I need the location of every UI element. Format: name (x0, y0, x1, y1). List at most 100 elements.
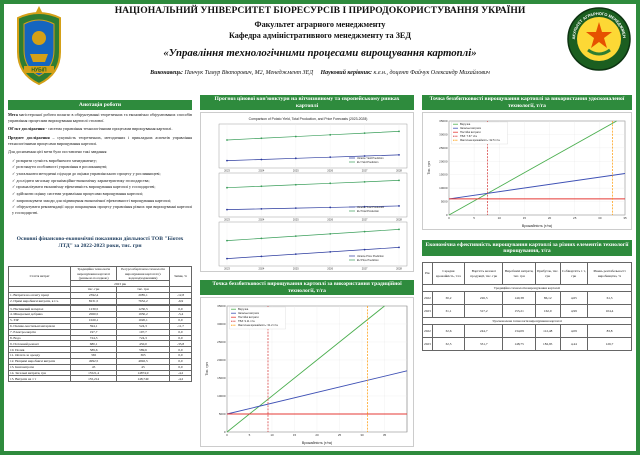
y-tick-label: 20000 (439, 159, 448, 163)
total-costs-line (448, 173, 626, 200)
forecast-chart: Comparison of Potato Yield, Total Produc… (200, 112, 414, 272)
y-tick-label: 15000 (217, 376, 226, 380)
col-item-header: Стаття витрат (7, 265, 72, 288)
table-cell: 86,12 (534, 291, 561, 305)
forecast-point (363, 180, 366, 183)
forecast-point (398, 228, 400, 231)
task-item: розглянути особливості управління в росл… (12, 164, 192, 170)
table-cell: 331,7 (464, 337, 504, 351)
x-tick-label: 35 (383, 433, 387, 437)
tasks-intro: Для досягнення цієї мети було поставлено… (8, 149, 108, 155)
legend-label: Виручка (238, 307, 249, 311)
table-cell: 104,4 (587, 304, 632, 318)
table-row: 2023 31,1 317,2 155,21 162,0 4,99 104,4 (422, 304, 632, 318)
forecast-x-tick: 2028 (396, 218, 402, 222)
forecast-point (329, 206, 332, 209)
subject-text: – сукупність теоретичних, методичних і п… (8, 134, 192, 146)
forecast-x-tick: 2023 (224, 267, 230, 271)
executor-name: Панчук Тимур Вікторович, М2, Менеджмент … (184, 70, 314, 76)
forecast-x-tick: 2025 (293, 218, 299, 222)
legend-label: Загальні витрати (460, 126, 482, 130)
column-header: Собівартість 1 т, грн (559, 262, 589, 285)
table-row: 2022 30,2 226,5 140,38 86,12 4,65 61,3 (422, 291, 632, 305)
forecast-point (329, 182, 332, 185)
forecast-heading: Прогноз цінової кон'юнктури на вітчизнян… (200, 95, 414, 110)
table-cell: 7652,2 (115, 297, 171, 305)
table-cell: 148,749 (115, 375, 171, 383)
group-header: Удосконалена технологія вирощування карт… (422, 317, 632, 325)
table-row: 2023 32,5 331,7 148,75 182,95 4,44 126,7 (422, 337, 632, 351)
legend-label: ТБЗ: 9.11 т/га (238, 319, 255, 323)
table-cell: 4,65 (559, 291, 589, 305)
table-row: 2. Прямі виробничі витрати, в т.ч. 8231,5… (7, 297, 192, 305)
x-tick-label: 10 (498, 216, 502, 220)
forecast-legend-label: Ukraine Price Prediction (357, 255, 384, 258)
bottom-border (0, 451, 640, 455)
faculty-round-logo: ФАКУЛЬТЕТ АГРАРНОГО МЕНЕДЖМЕНТУ (564, 2, 632, 72)
table-cell: 61,3 (587, 291, 632, 305)
x-tick-label: 35 (623, 216, 627, 220)
y-tick-label: 35000 (217, 304, 226, 308)
indicators-table: Стаття витрат Традиційна технологія виро… (7, 265, 192, 383)
forecast-panel-frame (218, 221, 408, 267)
poster-title: «Управління технологічними процесами вир… (163, 47, 477, 59)
forecast-panel-frame (218, 123, 408, 169)
group-header: Традиційна технологія вирощування картоп… (422, 284, 632, 292)
forecast-point (260, 158, 263, 161)
forecast-point (398, 246, 400, 249)
legend-box (229, 306, 286, 330)
forecast-legend-label: Ukraine Yield Prediction (357, 157, 384, 160)
forecast-x-tick: 2024 (259, 218, 265, 222)
x-tick-label: 30 (598, 216, 602, 220)
forecast-point (294, 207, 297, 210)
task-item: узагальнити методичні підходи до оцінки … (12, 171, 192, 177)
table-cell: 31,1 (431, 304, 466, 318)
table-cell: 244,7 (464, 324, 504, 338)
forecast-point (363, 155, 366, 157)
forecast-x-tick: 2027 (362, 169, 368, 173)
forecast-legend-label: Ukraine Total Production (357, 206, 385, 209)
forecast-point (398, 153, 400, 156)
table-cell: 162,0 (534, 304, 561, 318)
table-cell: 2023 (422, 304, 433, 318)
forecast-point (294, 135, 297, 138)
forecast-point (294, 183, 297, 186)
y-tick-label: 30000 (439, 132, 448, 136)
forecast-x-tick: 2027 (362, 218, 368, 222)
table-cell: 4,09 (559, 324, 589, 338)
breakeven-trad-chart: 0 5000 10000 15000 20000 25000 30000 35000 0 5 10 1… (200, 297, 414, 447)
forecast-point (294, 235, 297, 238)
legend-label: ТБЗ: 7.67 т/га (460, 134, 477, 138)
x-tick-label: 25 (338, 433, 342, 437)
table-row: 2022 32,6 244,7 134,09 112,48 4,09 83,8 (422, 324, 632, 338)
forecast-point (260, 207, 263, 210)
y-tick-label: 15000 (439, 173, 448, 177)
y-axis-label: Тис. грн (205, 362, 209, 375)
forecast-series-line (226, 180, 400, 189)
table-cell: 32,5 (431, 337, 466, 351)
efficiency-table-wrap: Рік Середня врожайність, т/га Вартість вал… (422, 262, 632, 351)
forecast-point (226, 186, 228, 189)
task-item: розкрити сутність виробничого менеджмент… (12, 158, 192, 164)
y-tick-label: 35000 (439, 119, 448, 123)
x-tick-label: 20 (548, 216, 552, 220)
forecast-legend-label: EU Total Production (357, 210, 380, 213)
forecast-point (294, 253, 297, 256)
forecast-point (363, 132, 366, 135)
university-name: НАЦІОНАЛЬНИЙ УНІВЕРСИТЕТ БІОРЕСУРСІВ І П… (114, 5, 526, 16)
legend-label: Постійні витрати (460, 130, 481, 134)
forecast-point (329, 156, 332, 159)
total-costs-line (226, 370, 408, 415)
forecast-series-line (226, 247, 400, 259)
forecast-point (226, 239, 228, 242)
forecast-x-tick: 2027 (362, 267, 368, 271)
table-cell: 2023 (422, 337, 433, 351)
y-tick-label: 25000 (217, 340, 226, 344)
x-tick-label: 5 (249, 433, 251, 437)
x-axis-label: Врожайність (т/га) (302, 441, 332, 445)
table-cell: 2022 (422, 291, 433, 305)
table-cell: 4,44 (559, 337, 589, 351)
table-cell: 148,75 (502, 337, 536, 351)
x-tick-label: 15 (293, 433, 297, 437)
table-cell: -6,9 (169, 297, 192, 305)
